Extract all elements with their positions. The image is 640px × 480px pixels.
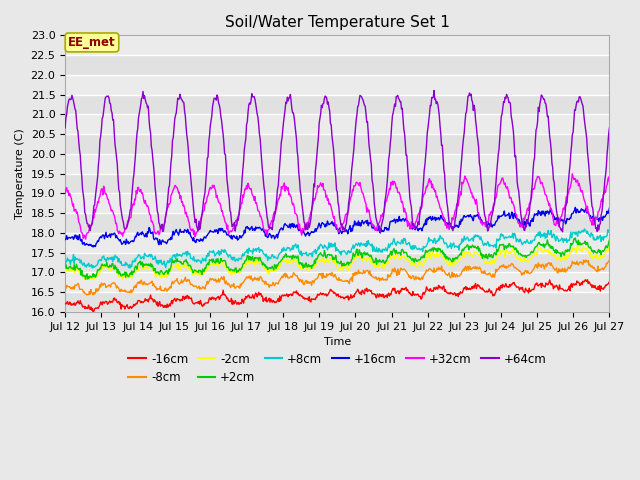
+8cm [580, 226, 588, 232]
-16cm [61, 301, 69, 307]
+2cm [556, 250, 564, 256]
Bar [65, 213, 609, 233]
Text: EE_met: EE_met [68, 36, 116, 49]
+8cm [182, 250, 189, 255]
Line: +8cm: +8cm [65, 229, 609, 268]
-2cm [330, 260, 337, 265]
-8cm [182, 274, 189, 280]
+32cm [61, 190, 69, 196]
+64cm [376, 230, 384, 236]
+8cm [126, 265, 134, 271]
Line: +32cm: +32cm [65, 174, 609, 239]
-16cm [436, 285, 444, 291]
+8cm [61, 263, 69, 268]
-2cm [205, 264, 212, 270]
-2cm [81, 277, 89, 283]
-16cm [556, 286, 564, 291]
+2cm [436, 246, 444, 252]
+32cm [182, 211, 189, 216]
+2cm [82, 276, 90, 282]
-16cm [182, 293, 189, 299]
Bar [65, 292, 609, 312]
Line: +64cm: +64cm [65, 91, 609, 233]
-16cm [330, 290, 337, 296]
+64cm [383, 188, 390, 194]
-8cm [330, 274, 337, 280]
+64cm [437, 131, 445, 137]
Legend: -16cm, -8cm, -2cm, +2cm, +8cm, +16cm, +32cm, +64cm: -16cm, -8cm, -2cm, +2cm, +8cm, +16cm, +3… [124, 348, 551, 389]
+32cm [383, 198, 390, 204]
+8cm [383, 247, 390, 253]
Bar [65, 253, 609, 273]
+8cm [205, 253, 212, 259]
+2cm [605, 237, 613, 243]
+2cm [330, 254, 337, 260]
-8cm [605, 257, 613, 263]
+64cm [605, 125, 613, 131]
+32cm [436, 205, 444, 211]
+32cm [330, 215, 337, 221]
+16cm [61, 237, 69, 242]
X-axis label: Time: Time [324, 337, 351, 348]
-2cm [436, 251, 444, 256]
+16cm [205, 230, 212, 236]
+2cm [61, 263, 69, 269]
+64cm [430, 88, 438, 94]
+8cm [330, 241, 337, 247]
+16cm [556, 216, 564, 222]
Bar [65, 174, 609, 193]
Y-axis label: Temperature (C): Temperature (C) [15, 128, 25, 219]
Line: -2cm: -2cm [65, 245, 609, 280]
-8cm [556, 269, 564, 275]
+8cm [605, 227, 613, 233]
+16cm [383, 225, 390, 230]
-8cm [83, 292, 90, 298]
+32cm [556, 215, 564, 220]
Line: +2cm: +2cm [65, 238, 609, 279]
+2cm [572, 235, 579, 241]
+32cm [605, 179, 613, 185]
+64cm [557, 227, 565, 233]
Title: Soil/Water Temperature Set 1: Soil/Water Temperature Set 1 [225, 15, 450, 30]
-2cm [383, 259, 390, 265]
-8cm [383, 277, 390, 283]
Line: -16cm: -16cm [65, 280, 609, 312]
+16cm [605, 205, 613, 211]
-8cm [61, 287, 69, 292]
+8cm [556, 238, 564, 243]
-8cm [436, 265, 444, 271]
Bar [65, 55, 609, 75]
+16cm [572, 204, 579, 210]
-16cm [383, 292, 390, 298]
+16cm [330, 223, 337, 228]
+32cm [205, 190, 212, 195]
-8cm [205, 279, 212, 285]
-2cm [182, 261, 189, 266]
+16cm [182, 228, 189, 233]
+64cm [61, 125, 69, 131]
Bar [65, 95, 609, 114]
-2cm [605, 244, 613, 250]
+2cm [182, 259, 189, 264]
-2cm [556, 257, 564, 263]
-16cm [205, 298, 212, 303]
-2cm [574, 242, 582, 248]
+32cm [568, 171, 576, 177]
+32cm [82, 236, 90, 242]
+64cm [204, 154, 212, 160]
Line: -8cm: -8cm [65, 260, 609, 295]
-16cm [605, 279, 613, 285]
+64cm [329, 140, 337, 145]
+16cm [436, 216, 444, 222]
-16cm [584, 277, 591, 283]
Line: +16cm: +16cm [65, 207, 609, 247]
-16cm [89, 309, 97, 315]
Bar [65, 134, 609, 154]
-2cm [61, 267, 69, 273]
+64cm [180, 108, 188, 114]
+2cm [205, 262, 212, 268]
+2cm [383, 258, 390, 264]
+8cm [436, 232, 444, 238]
+16cm [89, 244, 97, 250]
